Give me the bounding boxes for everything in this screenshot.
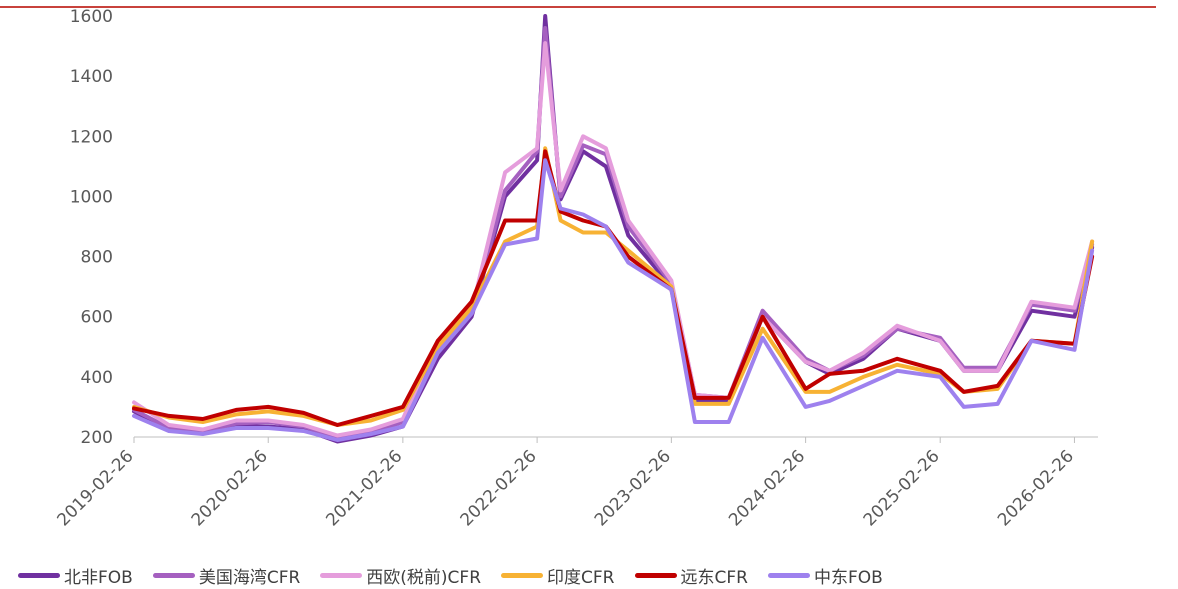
legend-swatch bbox=[501, 572, 544, 578]
y-tick-label: 800 bbox=[81, 248, 113, 268]
x-axis bbox=[133, 436, 1098, 443]
y-tick-label: 400 bbox=[81, 368, 113, 388]
series-line-4 bbox=[132, 146, 1095, 427]
y-tick-label: 1000 bbox=[70, 187, 113, 207]
legend-item: 北非FOB bbox=[18, 563, 133, 588]
legend-label: 中东FOB bbox=[813, 567, 883, 588]
legend-swatch bbox=[634, 572, 677, 578]
legend-label: 印度CFR bbox=[547, 567, 615, 588]
y-tick-label: 1400 bbox=[70, 67, 113, 87]
x-tick-label: 2026-02-26 bbox=[994, 446, 1078, 530]
x-tick-label: 2021-02-26 bbox=[322, 446, 406, 530]
top-rule bbox=[0, 6, 1156, 8]
x-tick-label: 2025-02-26 bbox=[860, 446, 944, 530]
legend: 北非FOB 美国海湾CFR 西欧(税前)CFR 印度CFR 远东CFR 中东FOB bbox=[18, 563, 903, 588]
y-axis-ticks: 200 400 600 800 1000 1200 1400 1600 bbox=[70, 7, 113, 448]
y-tick-label: 1600 bbox=[70, 7, 113, 27]
legend-item: 印度CFR bbox=[501, 563, 615, 588]
legend-item: 远东CFR bbox=[634, 563, 748, 588]
series-line-3 bbox=[132, 41, 1095, 438]
x-tick-label: 2024-02-26 bbox=[725, 446, 809, 530]
x-tick-label: 2020-02-26 bbox=[188, 446, 272, 530]
y-tick-label: 200 bbox=[81, 428, 113, 448]
x-tick-label: 2019-02-26 bbox=[54, 446, 138, 530]
legend-item: 西欧(税前)CFR bbox=[320, 563, 481, 588]
legend-label: 美国海湾CFR bbox=[198, 567, 301, 588]
legend-swatch bbox=[152, 572, 195, 578]
series-line-6 bbox=[132, 158, 1095, 442]
y-tick-label: 600 bbox=[81, 308, 113, 328]
legend-item: 美国海湾CFR bbox=[152, 563, 301, 588]
legend-swatch bbox=[320, 572, 363, 578]
series-layer bbox=[132, 14, 1095, 444]
legend-item: 中东FOB bbox=[767, 563, 883, 588]
x-tick-label: 2022-02-26 bbox=[457, 446, 541, 530]
y-tick-label: 1200 bbox=[70, 127, 113, 147]
x-tick-label: 2023-02-26 bbox=[591, 446, 675, 530]
legend-label: 远东CFR bbox=[680, 567, 748, 588]
series-line-5 bbox=[132, 149, 1095, 427]
x-axis-ticks: 2019-02-26 2020-02-26 2021-02-26 2022-02-26… bbox=[54, 446, 1078, 530]
legend-swatch bbox=[18, 572, 60, 578]
legend-label: 西欧(税前)CFR bbox=[366, 567, 482, 588]
legend-swatch bbox=[767, 572, 810, 578]
legend-label: 北非FOB bbox=[64, 567, 133, 588]
